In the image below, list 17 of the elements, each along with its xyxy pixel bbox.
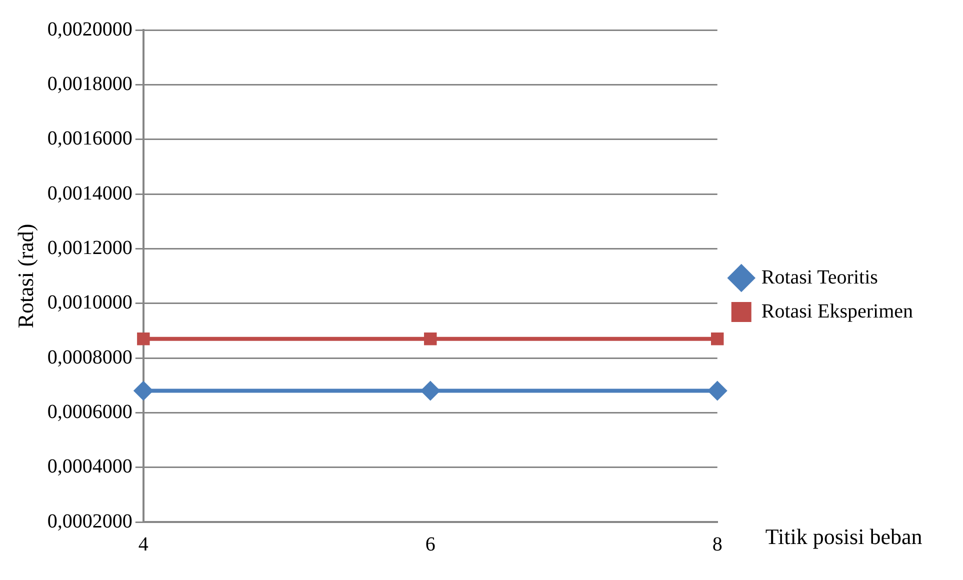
x-tick-label: 4 [138,533,148,556]
legend-label: Rotasi Eksperimen [761,300,913,322]
y-tick-label: 0,0004000 [47,456,132,478]
x-tick-label: 6 [425,533,436,556]
y-axis-title: Rotasi (rad) [12,224,38,328]
y-tick-label: 0,0008000 [47,346,132,368]
y-tick-label: 0,0020000 [47,18,132,40]
y-tick-label: 0,0014000 [47,182,132,204]
x-tick-label: 8 [712,533,722,556]
y-tick-label: 0,0016000 [47,128,132,150]
y-tick-label: 0,0010000 [47,292,132,314]
y-tick-label: 0,0002000 [47,510,132,532]
y-tick-label: 0,0018000 [47,72,132,95]
y-tick-label: 0,0012000 [47,236,132,259]
y-tick-label: 0,0006000 [47,400,132,423]
x-axis-title: Titik posisi beban [765,524,922,549]
legend-label: Rotasi Teoritis [761,266,878,288]
